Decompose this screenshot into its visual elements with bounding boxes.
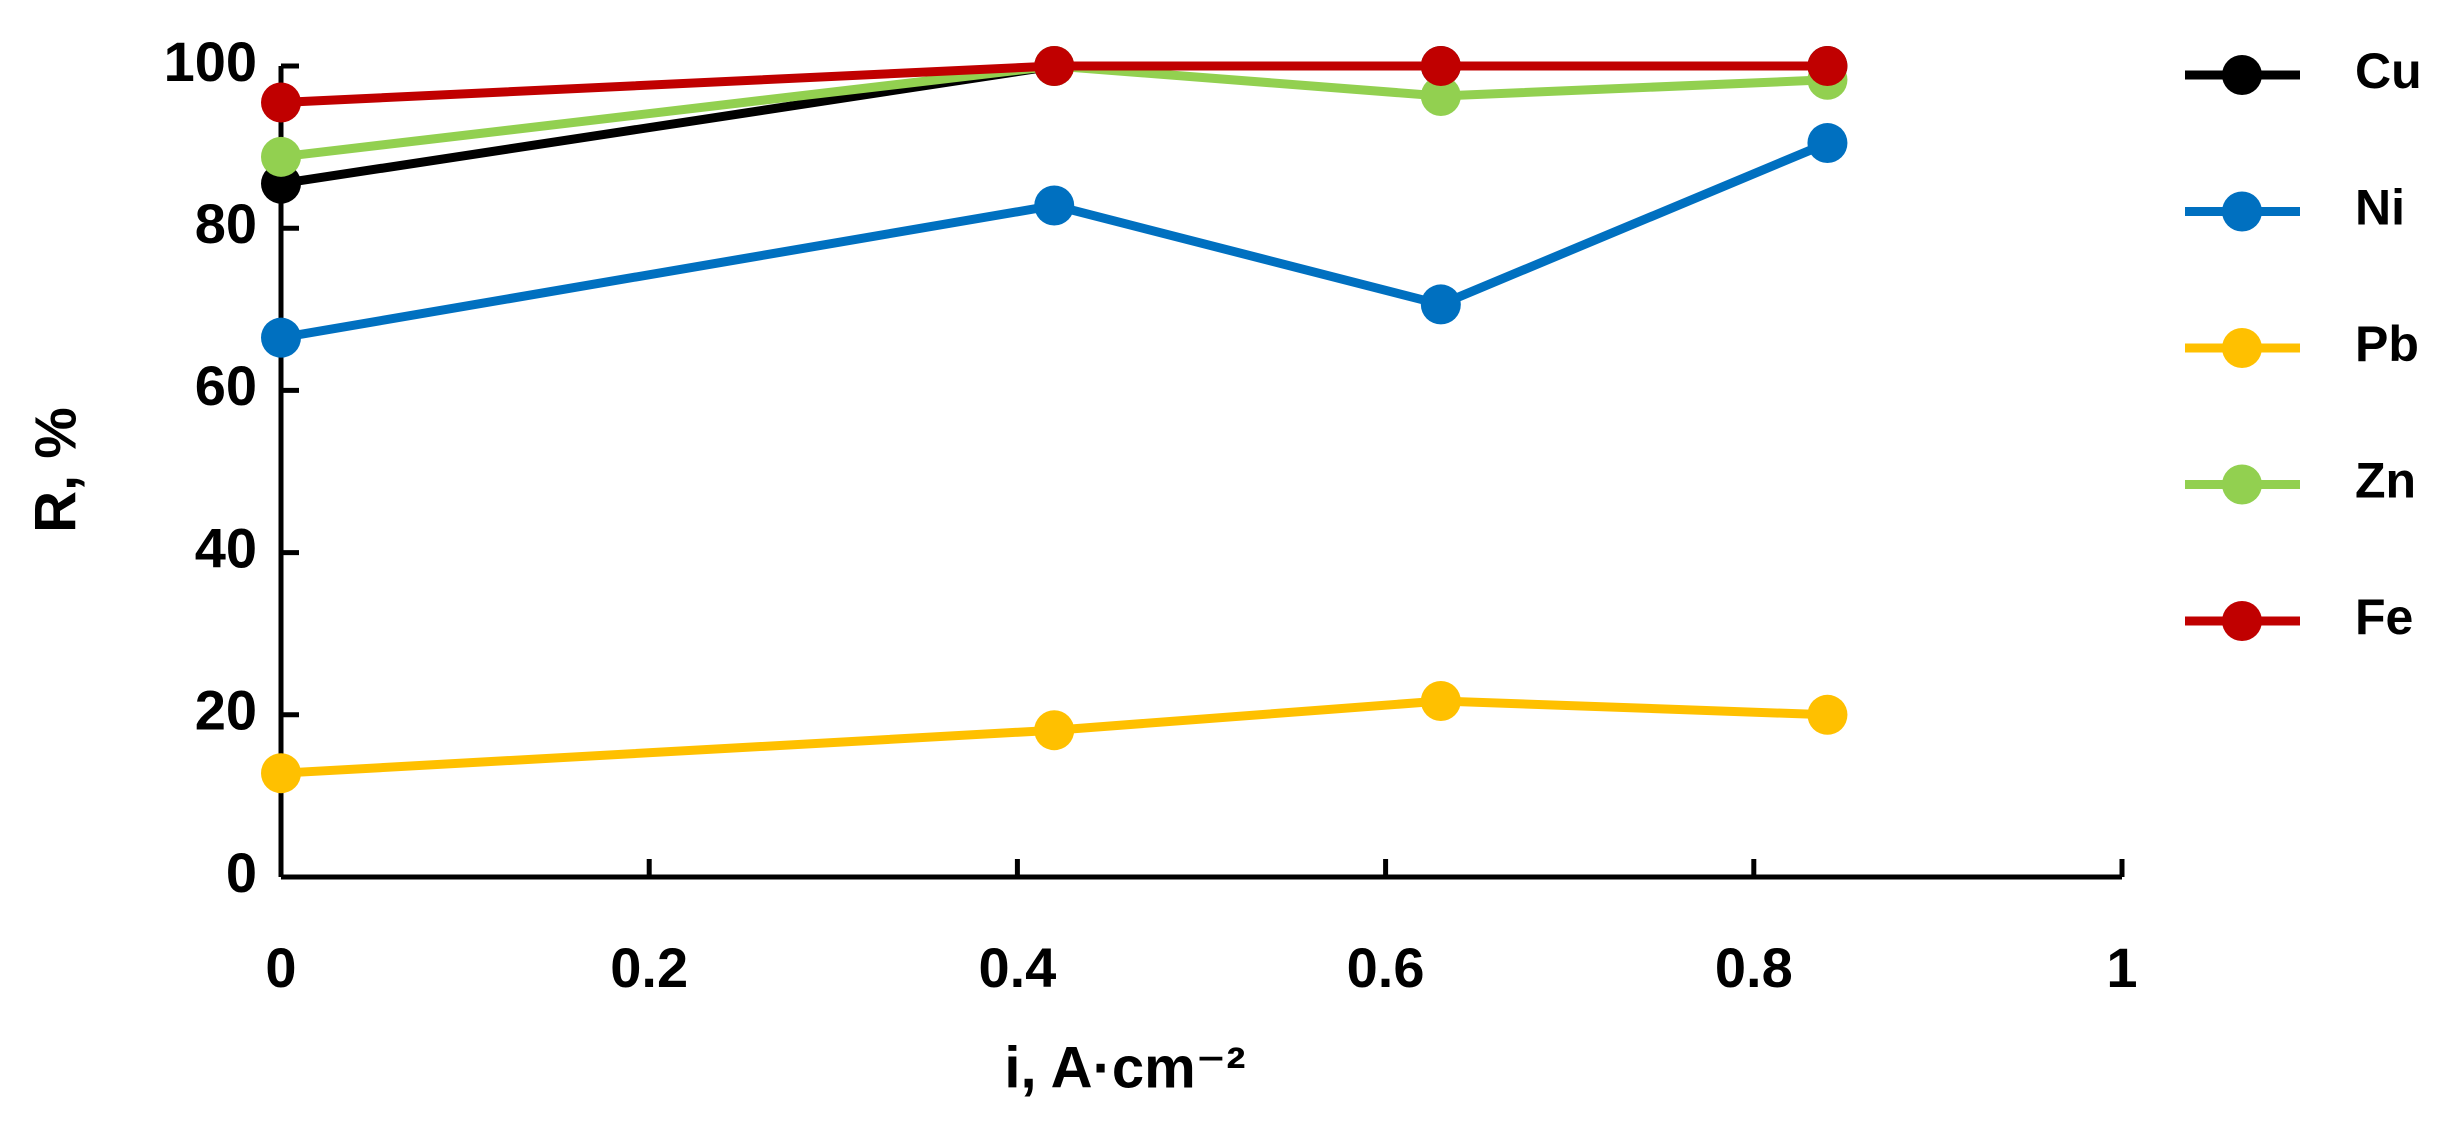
data-point bbox=[261, 136, 301, 177]
legend-label: Cu bbox=[2355, 43, 2422, 99]
y-tick-label: 60 bbox=[195, 354, 257, 417]
y-tick-label: 100 bbox=[164, 30, 257, 93]
legend-label: Fe bbox=[2355, 589, 2413, 645]
legend-marker bbox=[2222, 191, 2262, 232]
data-point bbox=[261, 753, 301, 794]
data-point bbox=[1034, 46, 1075, 86]
data-point bbox=[1420, 76, 1461, 117]
series-line bbox=[280, 61, 1828, 162]
legend-label: Ni bbox=[2355, 180, 2405, 236]
x-tick-label: 1 bbox=[2106, 936, 2137, 999]
y-tick-label: 20 bbox=[195, 679, 257, 742]
data-point bbox=[1807, 46, 1848, 86]
x-axis-title: i, A·cm⁻² bbox=[1004, 1035, 1245, 1100]
legend-marker bbox=[2222, 464, 2262, 505]
x-tick-label: 0.4 bbox=[978, 936, 1056, 999]
x-tick-label: 0.6 bbox=[1347, 936, 1425, 999]
y-tick-label: 40 bbox=[195, 516, 257, 579]
data-point bbox=[1420, 284, 1461, 325]
data-point bbox=[1420, 681, 1461, 722]
data-point bbox=[1807, 694, 1848, 735]
data-point bbox=[261, 317, 301, 358]
series-line bbox=[280, 696, 1828, 778]
data-point bbox=[1034, 185, 1075, 226]
series-line bbox=[280, 61, 1828, 107]
data-point bbox=[1034, 710, 1075, 751]
data-point bbox=[1807, 123, 1848, 164]
series-line bbox=[280, 138, 1830, 343]
x-tick-label: 0.8 bbox=[1715, 936, 1793, 999]
legend-marker bbox=[2222, 55, 2262, 95]
legend-marker bbox=[2222, 601, 2262, 641]
x-tick-label: 0 bbox=[265, 936, 296, 999]
data-point bbox=[261, 82, 301, 123]
y-tick-label: 80 bbox=[195, 192, 257, 255]
legend-marker bbox=[2222, 328, 2262, 368]
y-axis-title: R, % bbox=[23, 407, 88, 533]
data-point bbox=[1420, 46, 1461, 86]
legend-label: Zn bbox=[2355, 453, 2416, 509]
y-tick-label: 0 bbox=[226, 841, 257, 904]
legend-label: Pb bbox=[2355, 316, 2419, 372]
x-tick-label: 0.2 bbox=[610, 936, 688, 999]
